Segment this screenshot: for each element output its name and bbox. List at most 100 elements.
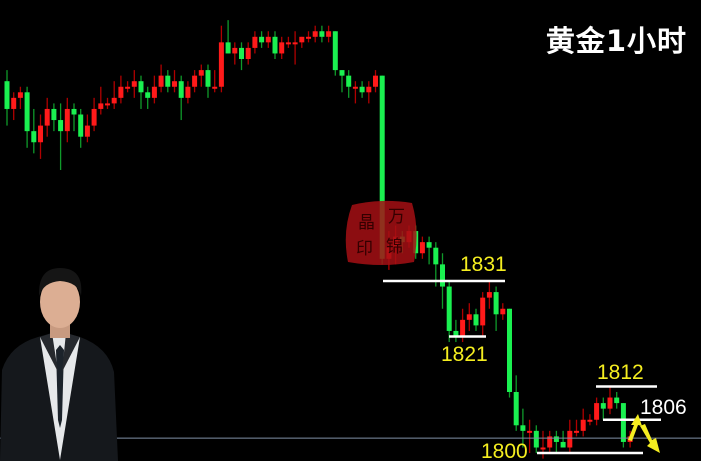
candle-body bbox=[473, 314, 479, 326]
candle-body bbox=[486, 292, 492, 298]
candle-body bbox=[620, 403, 626, 442]
candle bbox=[446, 281, 452, 343]
candle bbox=[567, 419, 573, 454]
candle bbox=[480, 292, 486, 337]
candle-body bbox=[138, 81, 144, 93]
candle bbox=[473, 308, 479, 331]
candle-body bbox=[359, 86, 365, 93]
candle-body bbox=[225, 42, 231, 54]
candle-body bbox=[165, 75, 171, 87]
candle-body bbox=[84, 125, 90, 137]
candle bbox=[158, 64, 164, 93]
candle-body bbox=[493, 292, 499, 315]
candle-body bbox=[51, 108, 57, 121]
candle-body bbox=[527, 430, 533, 433]
candle-body bbox=[339, 70, 345, 76]
candle bbox=[205, 64, 211, 98]
candle bbox=[620, 403, 626, 448]
svg-text:印: 印 bbox=[356, 239, 373, 259]
candle-body bbox=[178, 81, 184, 98]
candle bbox=[352, 81, 358, 104]
candle-body bbox=[91, 108, 97, 126]
candle-body bbox=[419, 242, 425, 254]
candle bbox=[84, 114, 90, 143]
candle bbox=[259, 31, 265, 48]
candle bbox=[326, 25, 332, 43]
candle bbox=[192, 70, 198, 93]
candle bbox=[594, 397, 600, 426]
candle bbox=[31, 108, 37, 154]
candle bbox=[24, 86, 30, 148]
candle bbox=[198, 64, 204, 87]
candle-body bbox=[594, 403, 600, 420]
candle bbox=[105, 97, 110, 109]
candle-body bbox=[299, 36, 305, 43]
candle-body bbox=[346, 75, 352, 87]
candle bbox=[11, 92, 17, 121]
candle-body bbox=[17, 92, 23, 98]
candle-body bbox=[379, 75, 385, 259]
candle-body bbox=[172, 81, 177, 87]
candle bbox=[218, 25, 224, 93]
candle bbox=[306, 31, 311, 43]
candle-body bbox=[433, 247, 439, 265]
candle-body bbox=[312, 31, 318, 37]
candle bbox=[359, 81, 365, 98]
seal-stamp-logo: 晶 万 印 锦 bbox=[345, 200, 417, 265]
candle-body bbox=[547, 436, 553, 448]
candle-body bbox=[574, 430, 579, 433]
candle bbox=[466, 303, 472, 331]
svg-text:锦: 锦 bbox=[386, 237, 403, 257]
candle-body bbox=[373, 75, 378, 87]
candle-body bbox=[279, 42, 285, 54]
candle-body bbox=[326, 31, 332, 37]
candle bbox=[178, 75, 184, 121]
candle-body bbox=[446, 286, 452, 331]
candle-body bbox=[272, 36, 278, 54]
candle bbox=[500, 303, 506, 320]
candle-body bbox=[218, 42, 224, 87]
candle-body bbox=[111, 97, 117, 104]
candle-body bbox=[118, 86, 124, 98]
candle bbox=[527, 419, 533, 454]
candle-body bbox=[513, 392, 519, 426]
candle bbox=[580, 408, 586, 437]
candle-body bbox=[607, 397, 613, 409]
candle bbox=[553, 430, 559, 454]
candle-body bbox=[205, 70, 211, 87]
candle bbox=[366, 81, 372, 104]
candle bbox=[239, 42, 244, 71]
arrow-up-icon bbox=[628, 414, 642, 441]
arrow-down-icon bbox=[640, 424, 660, 453]
candle bbox=[513, 375, 519, 431]
candle-body bbox=[560, 441, 566, 448]
candle-body bbox=[78, 114, 84, 137]
candle bbox=[373, 70, 378, 93]
candle bbox=[252, 31, 258, 54]
candle bbox=[486, 281, 492, 309]
candle-body bbox=[352, 86, 358, 89]
candle-body bbox=[533, 430, 539, 448]
level-label-1831: 1831 bbox=[460, 253, 507, 276]
candle-body bbox=[11, 97, 17, 109]
candle bbox=[587, 414, 593, 426]
candle bbox=[58, 103, 64, 170]
candle-body bbox=[105, 103, 110, 106]
candle-body bbox=[614, 397, 620, 404]
candle-body bbox=[265, 36, 271, 43]
candle-body bbox=[239, 47, 244, 59]
candle bbox=[111, 81, 117, 109]
candle bbox=[165, 70, 171, 93]
candle-body bbox=[553, 436, 559, 442]
candle bbox=[520, 408, 526, 448]
presenter-photo bbox=[0, 268, 118, 461]
candle bbox=[292, 31, 298, 65]
candle bbox=[38, 114, 43, 159]
candle-body bbox=[252, 36, 258, 48]
candle bbox=[17, 86, 23, 109]
candle bbox=[279, 36, 285, 59]
candle bbox=[560, 430, 566, 448]
candle bbox=[339, 70, 345, 93]
candle bbox=[493, 286, 499, 331]
